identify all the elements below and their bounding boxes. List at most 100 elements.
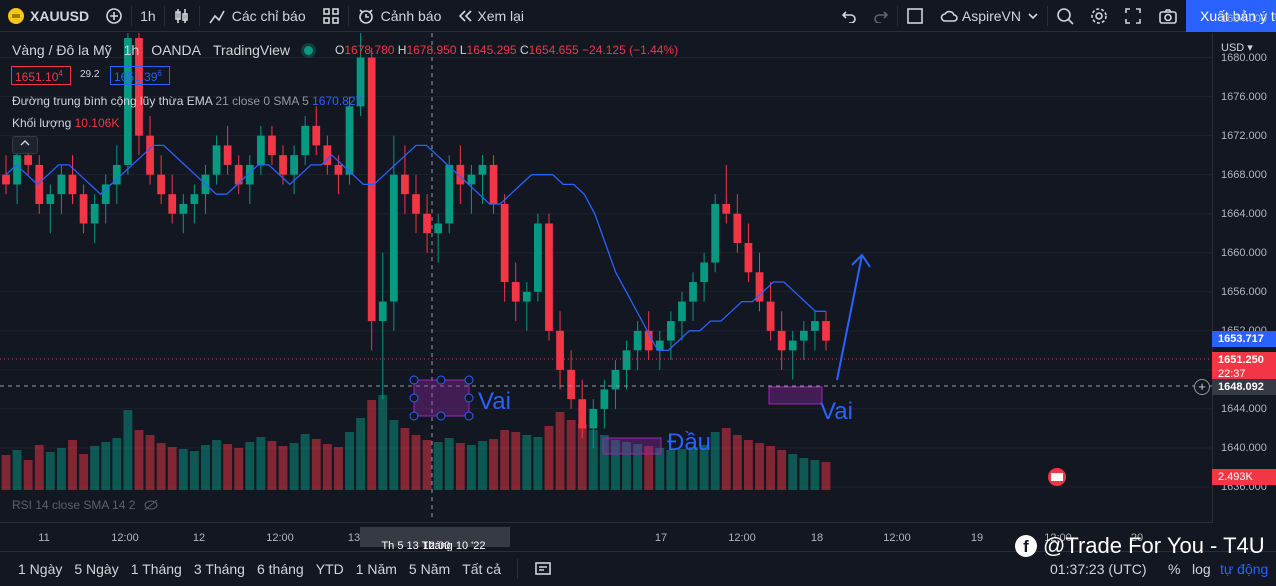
volume-bar bbox=[611, 440, 620, 490]
time-label: 12:00 bbox=[266, 532, 294, 544]
zone-handle bbox=[409, 375, 419, 385]
fullscreen-button[interactable] bbox=[1116, 0, 1150, 32]
volume-tag: 2.493K bbox=[1212, 469, 1276, 485]
publish-idea-button[interactable]: Xuất bản ý tư bbox=[1186, 0, 1276, 32]
volume-bar bbox=[68, 440, 77, 490]
candle-body bbox=[24, 155, 33, 165]
time-label: 20 bbox=[1130, 532, 1144, 544]
cloud-icon bbox=[940, 10, 958, 22]
search-icon bbox=[1057, 7, 1074, 25]
candle-body bbox=[578, 399, 587, 429]
candle-body bbox=[655, 340, 664, 351]
low-value: 1645.295 bbox=[466, 43, 517, 57]
bar-countdown: 22:37 bbox=[1212, 366, 1276, 382]
candle-body bbox=[478, 164, 487, 175]
volume-bar bbox=[633, 444, 643, 490]
go-to-date-button[interactable] bbox=[528, 560, 558, 579]
candle-body bbox=[157, 174, 166, 195]
ema-legend[interactable]: Đường trung bình cộng lũy thừa EMA 21 cl… bbox=[12, 94, 363, 108]
range-all[interactable]: Tất cả bbox=[462, 561, 502, 577]
price-tick-label: 1664.000 bbox=[1221, 207, 1267, 220]
symbol-search-button[interactable]: XAUUSD bbox=[0, 0, 97, 32]
utc-clock[interactable]: 01:37:23 (UTC) bbox=[1050, 561, 1147, 577]
candle-body bbox=[434, 223, 443, 234]
add-order-button[interactable]: + bbox=[1194, 379, 1210, 395]
time-label: 12:00 bbox=[883, 532, 911, 544]
candle-body bbox=[68, 174, 77, 195]
eye-hidden-icon[interactable] bbox=[143, 499, 159, 511]
buy-button[interactable]: 1651.396 bbox=[110, 66, 170, 85]
fullscreen-layout-button[interactable] bbox=[898, 0, 932, 32]
snapshot-button[interactable] bbox=[1150, 0, 1186, 32]
candle-body bbox=[212, 145, 221, 175]
redo-button[interactable] bbox=[865, 0, 897, 32]
volume-bar bbox=[622, 442, 631, 490]
rsi-pane-legend[interactable]: RSI 14 close SMA 14 2 bbox=[12, 498, 159, 512]
range-5y[interactable]: 5 Năm bbox=[408, 561, 451, 577]
candle-body bbox=[334, 164, 343, 175]
bottom-toolbar: 1 Ngày 5 Ngày 1 Tháng 3 Tháng 6 tháng YT… bbox=[0, 551, 1276, 586]
facebook-icon: f bbox=[1015, 535, 1037, 557]
indicators-icon bbox=[209, 10, 225, 23]
volume-bar bbox=[511, 432, 521, 490]
auto-scale-toggle[interactable]: tự động bbox=[1220, 561, 1269, 577]
candle-body bbox=[389, 174, 398, 302]
price-chart[interactable] bbox=[0, 33, 1212, 521]
candle-body bbox=[589, 408, 598, 429]
compare-button[interactable] bbox=[97, 0, 131, 32]
candle-body bbox=[79, 194, 88, 224]
time-label: 18 bbox=[810, 532, 824, 544]
volume-bar bbox=[777, 450, 787, 490]
undo-button[interactable] bbox=[833, 0, 865, 32]
sell-button[interactable]: 1651.104 bbox=[11, 66, 71, 85]
breakout-arrow bbox=[836, 253, 871, 381]
zone-handle bbox=[436, 411, 446, 421]
percent-toggle[interactable]: % bbox=[1168, 561, 1181, 577]
time-axis[interactable]: 11 12:00 12 12:00 13 12:00 17 12:00 18 1… bbox=[0, 522, 1212, 552]
candle-body bbox=[268, 135, 276, 156]
interval-button[interactable]: 1h bbox=[140, 7, 156, 24]
candle-body bbox=[766, 301, 775, 331]
head-label: Đầu bbox=[667, 429, 712, 456]
alert-button[interactable]: Cảnh báo bbox=[349, 0, 450, 32]
currency-selector[interactable]: USD ▾ bbox=[1221, 42, 1253, 54]
candle-body bbox=[35, 164, 44, 204]
range-5d[interactable]: 5 Ngày bbox=[74, 561, 119, 577]
time-label: 17 bbox=[654, 532, 668, 544]
alarm-clock-icon bbox=[358, 8, 373, 24]
volume-bar bbox=[134, 430, 144, 490]
range-6m[interactable]: 6 tháng bbox=[256, 561, 304, 577]
volume-bar bbox=[223, 444, 233, 490]
zone-handle bbox=[464, 411, 474, 421]
chart-type-button[interactable] bbox=[165, 0, 199, 32]
volume-bar bbox=[788, 454, 798, 490]
volume-bar bbox=[112, 438, 122, 490]
volume-legend[interactable]: Khối lượng 10.106K bbox=[12, 116, 120, 130]
candle-body bbox=[279, 155, 287, 175]
collapse-legend-button[interactable] bbox=[12, 136, 38, 154]
market-status-icon bbox=[304, 45, 314, 55]
volume-bar bbox=[533, 437, 543, 490]
indicators-button[interactable]: Các chỉ báo bbox=[200, 0, 314, 32]
volume-bar bbox=[145, 435, 155, 490]
range-1y[interactable]: 1 Năm bbox=[355, 561, 397, 577]
volume-bar bbox=[300, 434, 310, 490]
rewind-icon bbox=[459, 9, 472, 22]
log-toggle[interactable]: log bbox=[1192, 561, 1211, 577]
candle-body bbox=[811, 321, 819, 331]
candle-body bbox=[633, 330, 642, 351]
range-ytd[interactable]: YTD bbox=[315, 561, 344, 577]
price-tick-label: 1672.000 bbox=[1221, 129, 1267, 142]
price-axis[interactable]: USD ▾ 1684.000 1680.000 1676.000 1672.000 16… bbox=[1212, 13, 1276, 523]
range-1d[interactable]: 1 Ngày bbox=[18, 561, 63, 577]
search-button[interactable] bbox=[1048, 0, 1082, 32]
grid-icon bbox=[322, 7, 339, 24]
range-1m[interactable]: 1 Tháng bbox=[130, 561, 182, 577]
range-3m[interactable]: 3 Tháng bbox=[193, 561, 245, 577]
layout-menu-button[interactable]: AspireVN bbox=[932, 0, 1047, 32]
replay-button[interactable]: Xem lại bbox=[449, 0, 532, 32]
last-price-tag: 1651.250 bbox=[1212, 352, 1276, 368]
zone-handle bbox=[409, 411, 419, 421]
templates-button[interactable] bbox=[314, 0, 348, 32]
settings-button[interactable] bbox=[1082, 0, 1116, 32]
